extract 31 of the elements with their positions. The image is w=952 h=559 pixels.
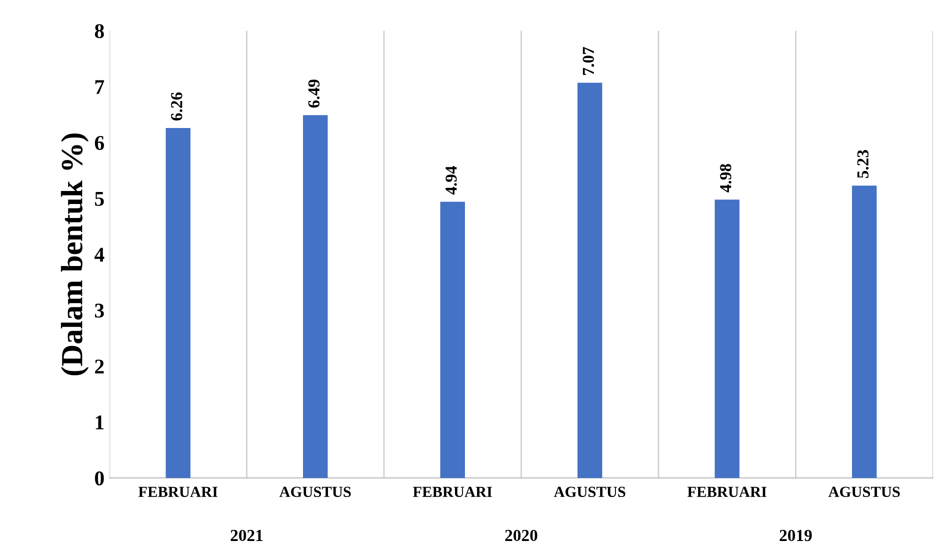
y-tick-label: 3 [94, 304, 104, 318]
y-axis-title: (Dalam bentuk %) [60, 133, 89, 376]
x-tick-label: FEBRUARI [138, 486, 218, 498]
data-label: 4.98 [720, 164, 732, 192]
y-tick-label: 6 [94, 136, 104, 150]
text: 2019 [780, 530, 812, 542]
y-tick-label: 8 [94, 24, 104, 38]
x-tick-label: AGUSTUS [279, 486, 351, 498]
y-tick-label: 1 [96, 416, 104, 430]
text: 2021 [230, 530, 263, 542]
bar [303, 115, 328, 478]
y-tick-label: 5 [95, 192, 104, 206]
y-tick-label: 0 [94, 471, 104, 486]
x-tick-label: FEBRUARI [412, 486, 492, 498]
x-tick-label: FEBRUARI [687, 486, 766, 498]
bar [440, 202, 465, 478]
y-tick-label: 4 [94, 248, 104, 262]
data-label: 6.26 [171, 92, 182, 120]
x-tick-label: AGUSTUS [554, 486, 626, 498]
data-label: 4.94 [446, 166, 457, 195]
bar [852, 186, 877, 478]
data-label: 5.23 [857, 150, 869, 178]
y-tick-label: 2 [95, 360, 104, 374]
x-tick-label: AGUSTUS [828, 486, 900, 498]
bar [577, 82, 602, 478]
data-label: 6.49 [308, 80, 320, 108]
data-label: 7.07 [582, 47, 594, 75]
bar [166, 128, 190, 478]
bar [714, 200, 740, 478]
y-tick-label: 7 [95, 80, 104, 94]
text: 2020 [505, 530, 538, 542]
